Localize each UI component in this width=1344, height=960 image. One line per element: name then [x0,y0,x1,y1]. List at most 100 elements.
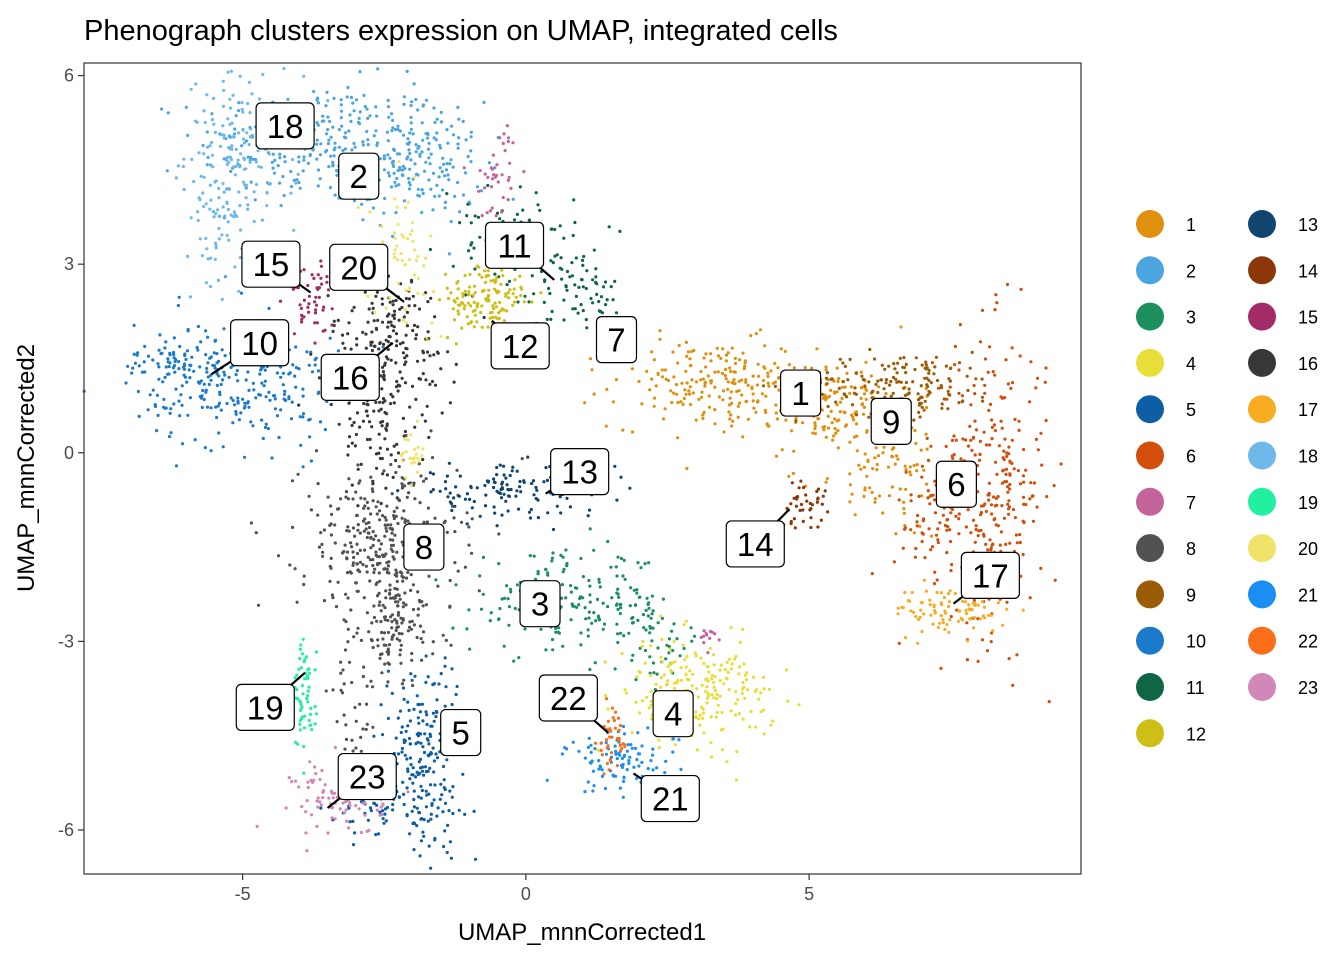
scatter-point-16 [427,435,431,440]
scatter-point-5 [401,780,405,784]
scatter-point-8 [453,530,457,534]
scatter-point-21 [664,759,668,764]
scatter-point-12 [512,287,516,291]
scatter-point-6 [1007,507,1011,511]
scatter-point-3 [588,600,592,604]
scatter-point-3 [661,597,666,601]
scatter-point-11 [515,212,520,216]
scatter-point-1 [925,482,929,486]
scatter-point-15 [314,295,318,299]
scatter-point-8 [350,680,354,685]
scatter-point-4 [734,654,738,658]
scatter-point-5 [427,792,431,796]
scatter-point-1 [777,376,781,380]
scatter-point-2 [357,116,361,120]
scatter-point-20 [400,459,404,463]
scatter-point-2 [447,252,451,256]
scatter-point-11 [585,326,589,330]
scatter-point-13 [499,496,504,500]
scatter-point-15 [300,320,304,324]
scatter-point-8 [396,625,400,629]
scatter-point-18 [205,145,210,149]
scatter-point-11 [565,269,570,274]
scatter-point-3 [569,584,573,588]
scatter-point-2 [315,138,319,142]
scatter-point-1 [824,435,828,439]
scatter-point-8 [410,619,414,623]
scatter-point-3 [609,565,613,569]
scatter-point-10 [207,382,211,387]
scatter-point-5 [443,787,447,792]
scatter-point-2 [439,110,443,114]
scatter-point-8 [456,569,460,573]
scatter-point-18 [248,135,252,139]
scatter-point-22 [613,726,618,730]
scatter-point-8 [322,528,326,532]
scatter-point-2 [397,183,401,187]
scatter-point-18 [257,165,261,169]
scatter-point-2 [382,211,386,215]
scatter-point-18 [246,203,250,207]
scatter-point-11 [521,208,525,212]
scatter-point-3 [546,573,550,577]
scatter-point-3 [557,631,562,635]
cluster-13-label: 13 [561,454,598,491]
scatter-point-21 [577,749,581,753]
scatter-point-21 [613,744,617,748]
scatter-point-8 [396,613,400,617]
scatter-point-6 [982,430,986,434]
scatter-point-5 [386,716,390,721]
scatter-point-1 [762,365,766,369]
scatter-point-2 [443,206,447,210]
scatter-point-5 [440,793,444,797]
scatter-point-11 [476,215,481,219]
scatter-point-2 [400,168,405,172]
scatter-point-17 [947,600,951,604]
scatter-point-16 [370,301,374,305]
scatter-point-8 [463,565,467,569]
scatter-point-21 [618,786,623,790]
scatter-point-10 [201,388,205,393]
scatter-point-3 [506,597,510,601]
scatter-point-8 [357,481,361,485]
scatter-point-20 [408,456,413,460]
scatter-point-2 [405,157,409,161]
scatter-point-1 [752,406,756,410]
scatter-point-18 [247,80,251,84]
scatter-point-18 [226,117,230,121]
scatter-point-5 [417,721,421,725]
scatter-point-8 [291,525,295,530]
scatter-point-8 [378,518,382,522]
scatter-point-12 [455,281,459,285]
scatter-point-2 [365,107,369,111]
scatter-point-9 [940,406,944,410]
scatter-point-11 [581,285,585,289]
scatter-point-9 [912,418,916,422]
scatter-point-21 [604,741,608,745]
scatter-point-5 [454,692,458,697]
scatter-point-4 [741,680,745,685]
scatter-point-6 [932,582,937,586]
scatter-point-13 [452,496,456,500]
legend-key-18 [1248,441,1276,470]
scatter-point-8 [444,638,448,643]
scatter-point-6 [993,429,998,433]
scatter-point-2 [283,155,287,159]
scatter-point-4 [771,719,775,723]
scatter-point-11 [573,283,577,287]
scatter-point-16 [413,425,417,429]
scatter-point-6 [1004,542,1008,547]
scatter-point-19 [313,704,317,709]
scatter-point-8 [344,620,348,624]
scatter-point-6 [1006,485,1010,489]
scatter-point-6 [981,504,986,508]
scatter-point-8 [420,658,424,662]
scatter-point-1 [865,430,869,434]
scatter-point-2 [292,178,296,182]
scatter-point-8 [377,591,381,596]
scatter-point-4 [694,710,698,714]
scatter-point-6 [1008,487,1012,491]
scatter-point-12 [454,342,458,346]
scatter-point-2 [361,218,365,222]
scatter-point-4 [734,701,738,706]
